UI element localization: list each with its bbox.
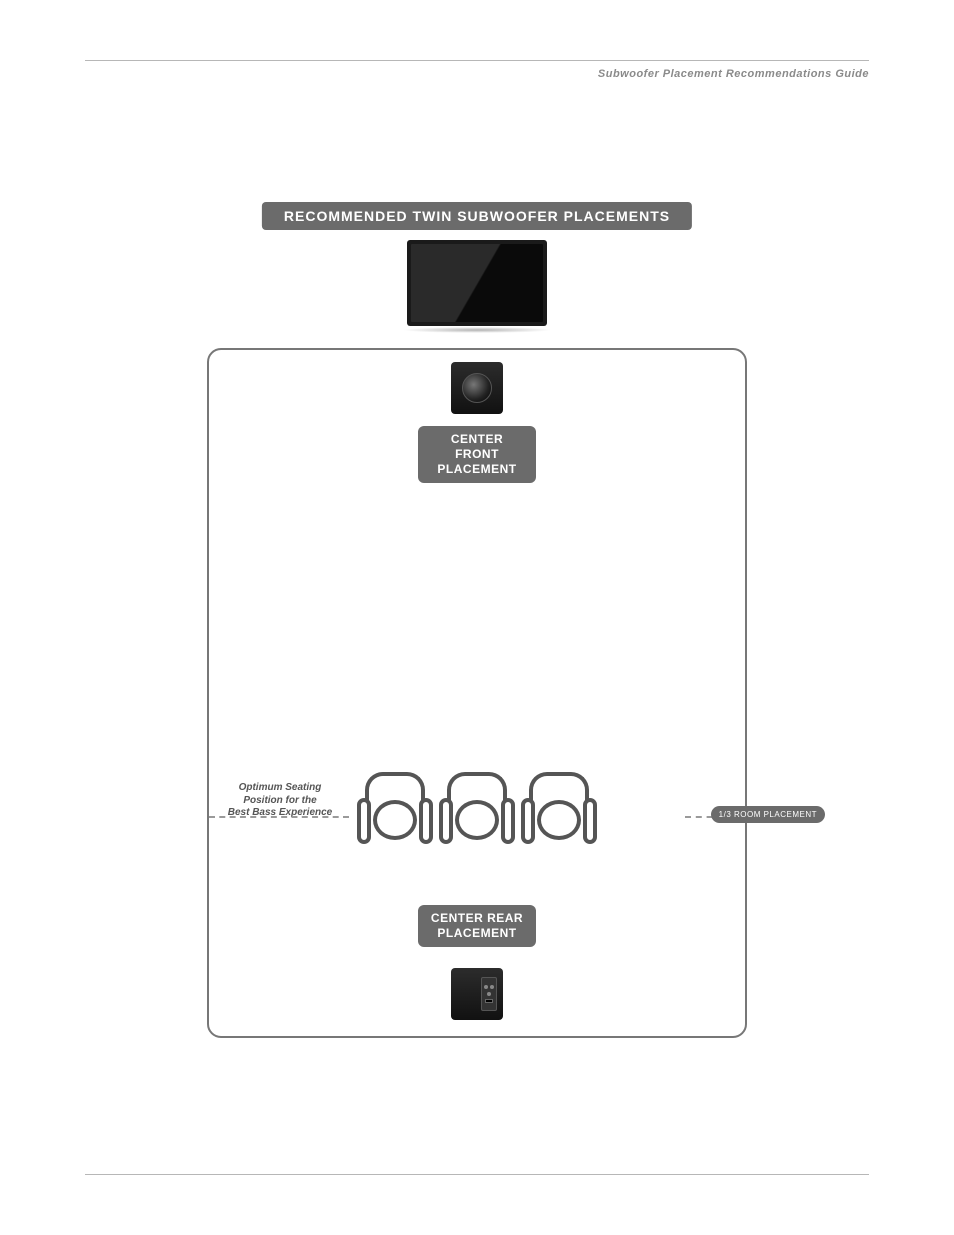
label-line: PLACEMENT — [437, 926, 516, 940]
label-line: CENTER REAR — [431, 911, 523, 925]
one-third-placement-label: 1/3 ROOM PLACEMENT — [711, 806, 825, 823]
diagram-title-banner: RECOMMENDED TWIN SUBWOOFER PLACEMENTS — [262, 202, 692, 230]
center-rear-label: CENTER REAR PLACEMENT — [418, 905, 536, 947]
note-line: Position for the — [243, 795, 316, 806]
subwoofer-front-icon — [451, 362, 503, 414]
page-header-title: Subwoofer Placement Recommendations Guid… — [598, 68, 869, 80]
center-front-label: CENTER FRONT PLACEMENT — [418, 426, 536, 483]
note-line: Optimum Seating — [239, 782, 322, 793]
header-rule — [85, 60, 869, 61]
seating-note: Optimum Seating Position for the Best Ba… — [215, 782, 345, 820]
seating-guide-line-left — [209, 816, 349, 818]
footer-rule — [85, 1174, 869, 1175]
label-line: PLACEMENT — [437, 462, 516, 476]
sofa-icon — [357, 770, 433, 844]
placement-diagram: RECOMMENDED TWIN SUBWOOFER PLACEMENTS CE… — [127, 180, 827, 1050]
room-outline: CENTER FRONT PLACEMENT Optimum Seating P… — [207, 348, 747, 1038]
subwoofer-rear-icon — [451, 968, 503, 1020]
sofa-icon — [521, 770, 597, 844]
sofa-row — [357, 770, 597, 844]
tv-icon — [407, 240, 547, 335]
label-line: CENTER FRONT — [451, 432, 503, 461]
sofa-icon — [439, 770, 515, 844]
